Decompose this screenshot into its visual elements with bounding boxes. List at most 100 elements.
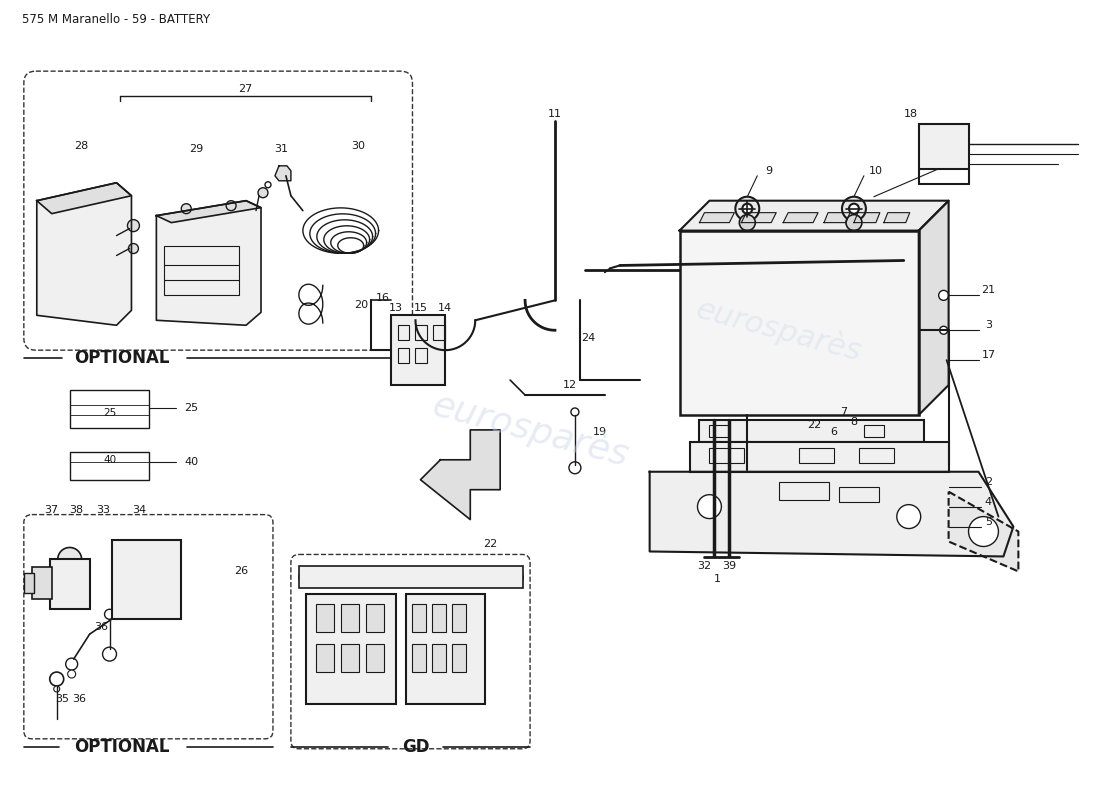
Circle shape <box>939 326 947 334</box>
Bar <box>839 486 879 502</box>
Text: 4: 4 <box>984 497 992 506</box>
Text: 2: 2 <box>984 477 992 486</box>
Text: 18: 18 <box>904 109 917 119</box>
Bar <box>799 448 834 462</box>
Text: 29: 29 <box>189 144 204 154</box>
Polygon shape <box>824 213 850 222</box>
Bar <box>779 482 829 500</box>
Polygon shape <box>948 492 1019 571</box>
Bar <box>69 452 150 480</box>
Circle shape <box>697 494 722 518</box>
Text: GD: GD <box>402 738 429 756</box>
Text: 9: 9 <box>766 166 773 176</box>
Text: 19: 19 <box>593 427 607 437</box>
Circle shape <box>896 505 921 529</box>
Circle shape <box>299 567 319 587</box>
Bar <box>859 448 894 462</box>
Bar <box>710 425 729 437</box>
Circle shape <box>571 408 579 416</box>
Polygon shape <box>680 201 948 230</box>
Circle shape <box>729 426 739 436</box>
Text: 14: 14 <box>438 303 452 314</box>
Text: eurosparès: eurosparès <box>428 386 632 473</box>
Circle shape <box>121 594 132 604</box>
Bar <box>24 574 34 594</box>
Bar <box>680 230 918 415</box>
Bar <box>700 420 924 442</box>
Bar <box>864 425 883 437</box>
Circle shape <box>162 550 172 559</box>
Text: 35: 35 <box>55 694 68 704</box>
Text: 40: 40 <box>184 457 198 466</box>
Circle shape <box>265 182 271 188</box>
Circle shape <box>128 220 140 231</box>
Polygon shape <box>36 182 132 214</box>
Polygon shape <box>156 201 261 326</box>
Text: 24: 24 <box>581 334 595 343</box>
Bar <box>50 559 89 610</box>
Text: 32: 32 <box>697 562 712 571</box>
Bar <box>111 539 182 619</box>
Text: 3: 3 <box>984 320 992 330</box>
Bar <box>416 326 428 340</box>
Text: 22: 22 <box>807 420 822 430</box>
Bar <box>299 566 524 588</box>
Text: 21: 21 <box>981 286 996 295</box>
Text: 40: 40 <box>103 454 117 465</box>
Circle shape <box>102 647 117 661</box>
Bar <box>412 644 427 672</box>
Text: 11: 11 <box>548 109 562 119</box>
Text: 12: 12 <box>563 380 578 390</box>
Text: OPTIONAL: OPTIONAL <box>74 738 169 756</box>
Text: 10: 10 <box>869 166 883 176</box>
Circle shape <box>455 572 465 582</box>
Bar <box>365 644 384 672</box>
Polygon shape <box>36 182 132 326</box>
Text: 20: 20 <box>354 300 368 310</box>
Bar <box>416 348 428 363</box>
Circle shape <box>258 188 268 198</box>
Circle shape <box>57 547 81 571</box>
Text: OPTIONAL: OPTIONAL <box>74 349 169 367</box>
Circle shape <box>66 658 78 670</box>
Text: 27: 27 <box>238 84 252 94</box>
Polygon shape <box>156 201 261 222</box>
Circle shape <box>104 610 114 619</box>
Bar <box>690 442 948 472</box>
Circle shape <box>739 214 756 230</box>
Polygon shape <box>700 213 735 222</box>
Circle shape <box>129 243 139 254</box>
Bar <box>316 644 333 672</box>
Text: 30: 30 <box>352 141 365 151</box>
Circle shape <box>503 567 524 587</box>
Bar <box>433 326 446 340</box>
Bar <box>432 604 447 632</box>
Circle shape <box>736 197 759 221</box>
Bar <box>412 604 427 632</box>
Text: 6: 6 <box>830 427 837 437</box>
Bar <box>397 326 409 340</box>
Bar <box>406 594 485 704</box>
Text: 5: 5 <box>984 517 992 526</box>
Text: 34: 34 <box>132 505 146 514</box>
Circle shape <box>846 214 862 230</box>
Bar <box>341 644 359 672</box>
Text: 26: 26 <box>234 566 249 577</box>
Text: 22: 22 <box>483 539 497 550</box>
Text: 33: 33 <box>97 505 111 514</box>
Bar <box>452 644 466 672</box>
Text: 25: 25 <box>103 408 117 418</box>
Circle shape <box>729 451 739 461</box>
Text: 13: 13 <box>388 303 403 314</box>
Circle shape <box>849 204 859 214</box>
Circle shape <box>321 572 331 582</box>
Circle shape <box>883 426 894 436</box>
Bar <box>316 604 333 632</box>
Bar <box>390 315 446 385</box>
Circle shape <box>569 462 581 474</box>
Bar <box>710 448 745 462</box>
Circle shape <box>410 572 420 582</box>
Circle shape <box>938 290 948 300</box>
Circle shape <box>54 686 59 692</box>
Bar <box>918 124 968 169</box>
